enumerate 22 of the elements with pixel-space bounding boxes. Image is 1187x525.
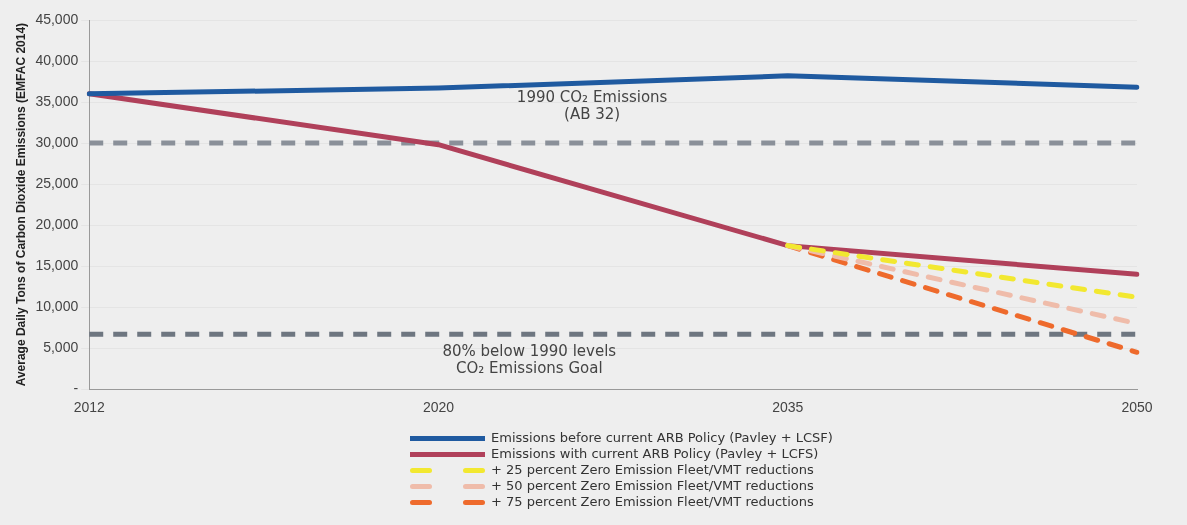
legend-label: + 50 percent Zero Emission Fleet/VMT reductions [491,478,814,494]
y-tick-label: - [73,380,79,397]
x-tick-label: 2050 [1121,399,1153,416]
x-tick-label: 2035 [772,399,804,416]
y-tick-label: 10,000 [35,298,79,315]
y-tick-label: 15,000 [35,256,79,273]
legend-label: + 75 percent Zero Emission Fleet/VMT reductions [491,494,814,510]
y-tick-label: 25,000 [35,174,79,191]
y-axis-title: Average Daily Tons of Carbon Dioxide Emissions (EMFAC 2014) [13,22,28,387]
x-tick-label: 2012 [73,399,105,416]
ref-line-label: 80% below 1990 levels CO₂ Emissions Goal [442,341,617,377]
legend-label: + 25 percent Zero Emission Fleet/VMT reductions [491,462,814,478]
y-tick-label: 5,000 [43,339,79,356]
y-tick-label: 40,000 [35,51,79,68]
y-tick-label: 20,000 [35,215,79,232]
y-tick-label: 35,000 [35,92,79,109]
ref-line-label: 1990 CO₂ Emissions (AB 32) [516,88,668,124]
x-tick-label: 2020 [422,399,455,416]
legend-label: Emissions before current ARB Policy (Pavley + LCSF) [491,430,833,446]
y-tick-label: 30,000 [35,133,79,150]
y-tick-label: 45,000 [35,10,79,27]
legend-label: Emissions with current ARB Policy (Pavley + LCFS) [491,446,819,462]
